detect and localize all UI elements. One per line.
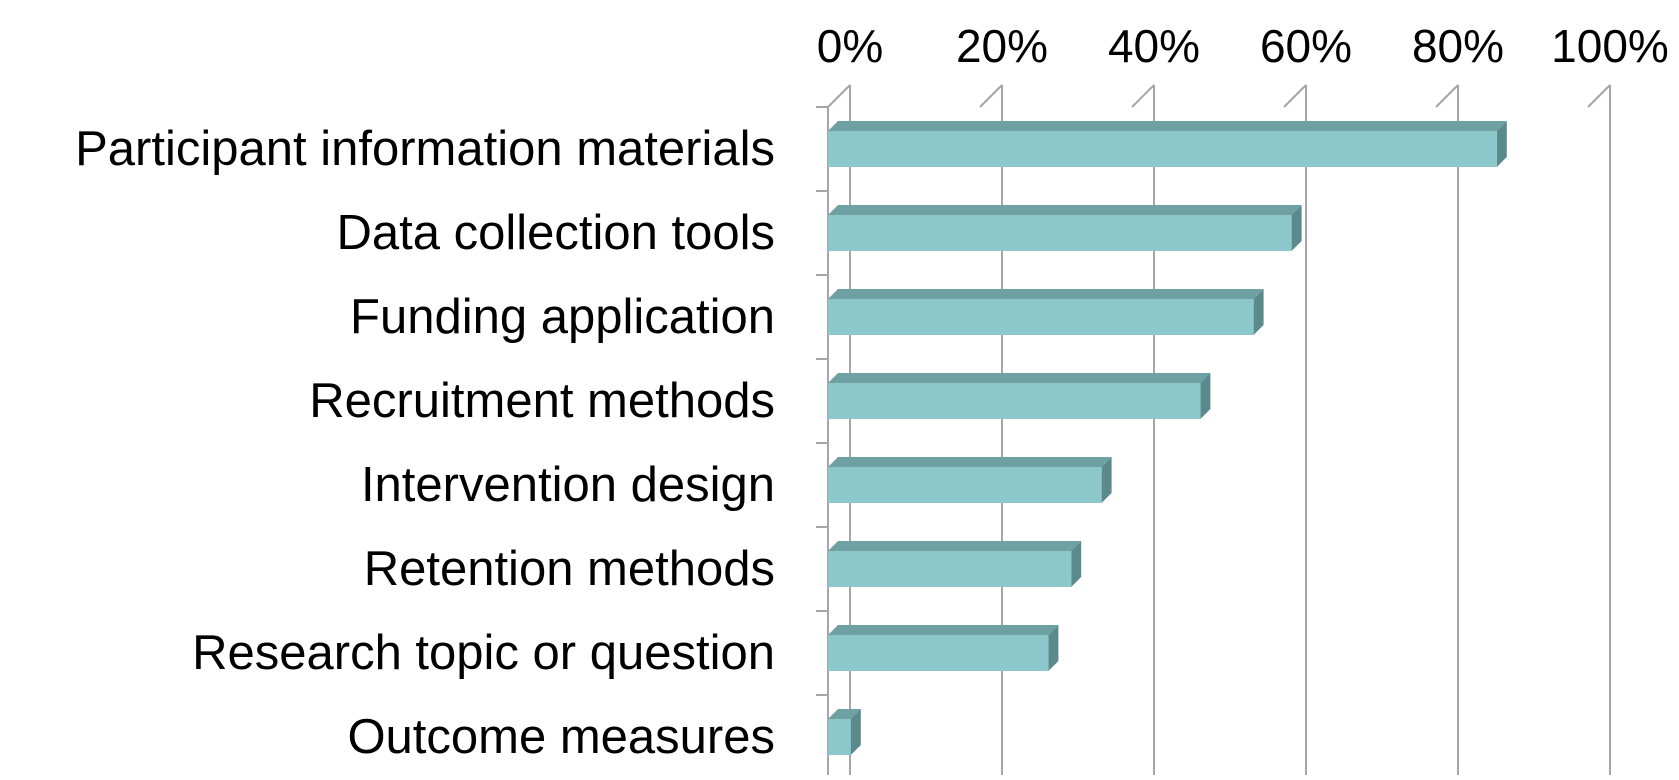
category-label: Research topic or question [192,626,775,680]
x-tick-label: 0% [817,20,883,72]
gridline-depth [1587,84,1611,108]
x-tick-labels: 0% 20% 40% 60% 80% 100% [817,20,1669,72]
bar-top-face [828,205,1302,215]
x-tick-label: 80% [1412,20,1504,72]
bar-side-face [1071,541,1082,587]
x-tick-label: 100% [1551,20,1669,72]
bar-side-face [1253,289,1264,335]
category-labels: Participant information materials Data co… [75,122,775,764]
gridline-depth [979,84,1003,108]
bar-top-face [828,121,1507,131]
category-label: Retention methods [364,542,775,596]
bar-side-face [1101,457,1112,503]
bar [828,215,1292,251]
bar-top-face [828,625,1059,635]
bar-side-face [1200,373,1211,419]
gridline-depth [1131,84,1155,108]
bar [828,383,1201,419]
bar-side-face [1496,121,1507,167]
category-label: Recruitment methods [309,374,775,428]
bar-side-face [850,709,861,755]
bars [828,121,1507,755]
bar-top-face [828,457,1112,467]
bar [828,299,1254,335]
category-label: Data collection tools [336,206,775,260]
bar-side-face [1291,205,1302,251]
x-tick-label: 40% [1108,20,1200,72]
bar-top-face [828,541,1082,551]
grid-layer [816,84,1611,780]
gridline-depth [827,84,851,108]
x-tick-label: 20% [956,20,1048,72]
bar-top-face [828,709,861,719]
gridline-depth [1435,84,1459,108]
bar [828,131,1497,167]
bar-top-face [828,373,1211,383]
category-label: Outcome measures [347,710,775,764]
bar [828,719,851,755]
bar-top-face [828,289,1264,299]
category-label: Participant information materials [75,122,775,176]
bar [828,635,1049,671]
x-tick-label: 60% [1260,20,1352,72]
gridline-depth [1283,84,1307,108]
category-label: Funding application [350,290,775,344]
bar [828,467,1102,503]
category-label: Intervention design [361,458,775,512]
bar-side-face [1048,625,1059,671]
bar [828,551,1072,587]
